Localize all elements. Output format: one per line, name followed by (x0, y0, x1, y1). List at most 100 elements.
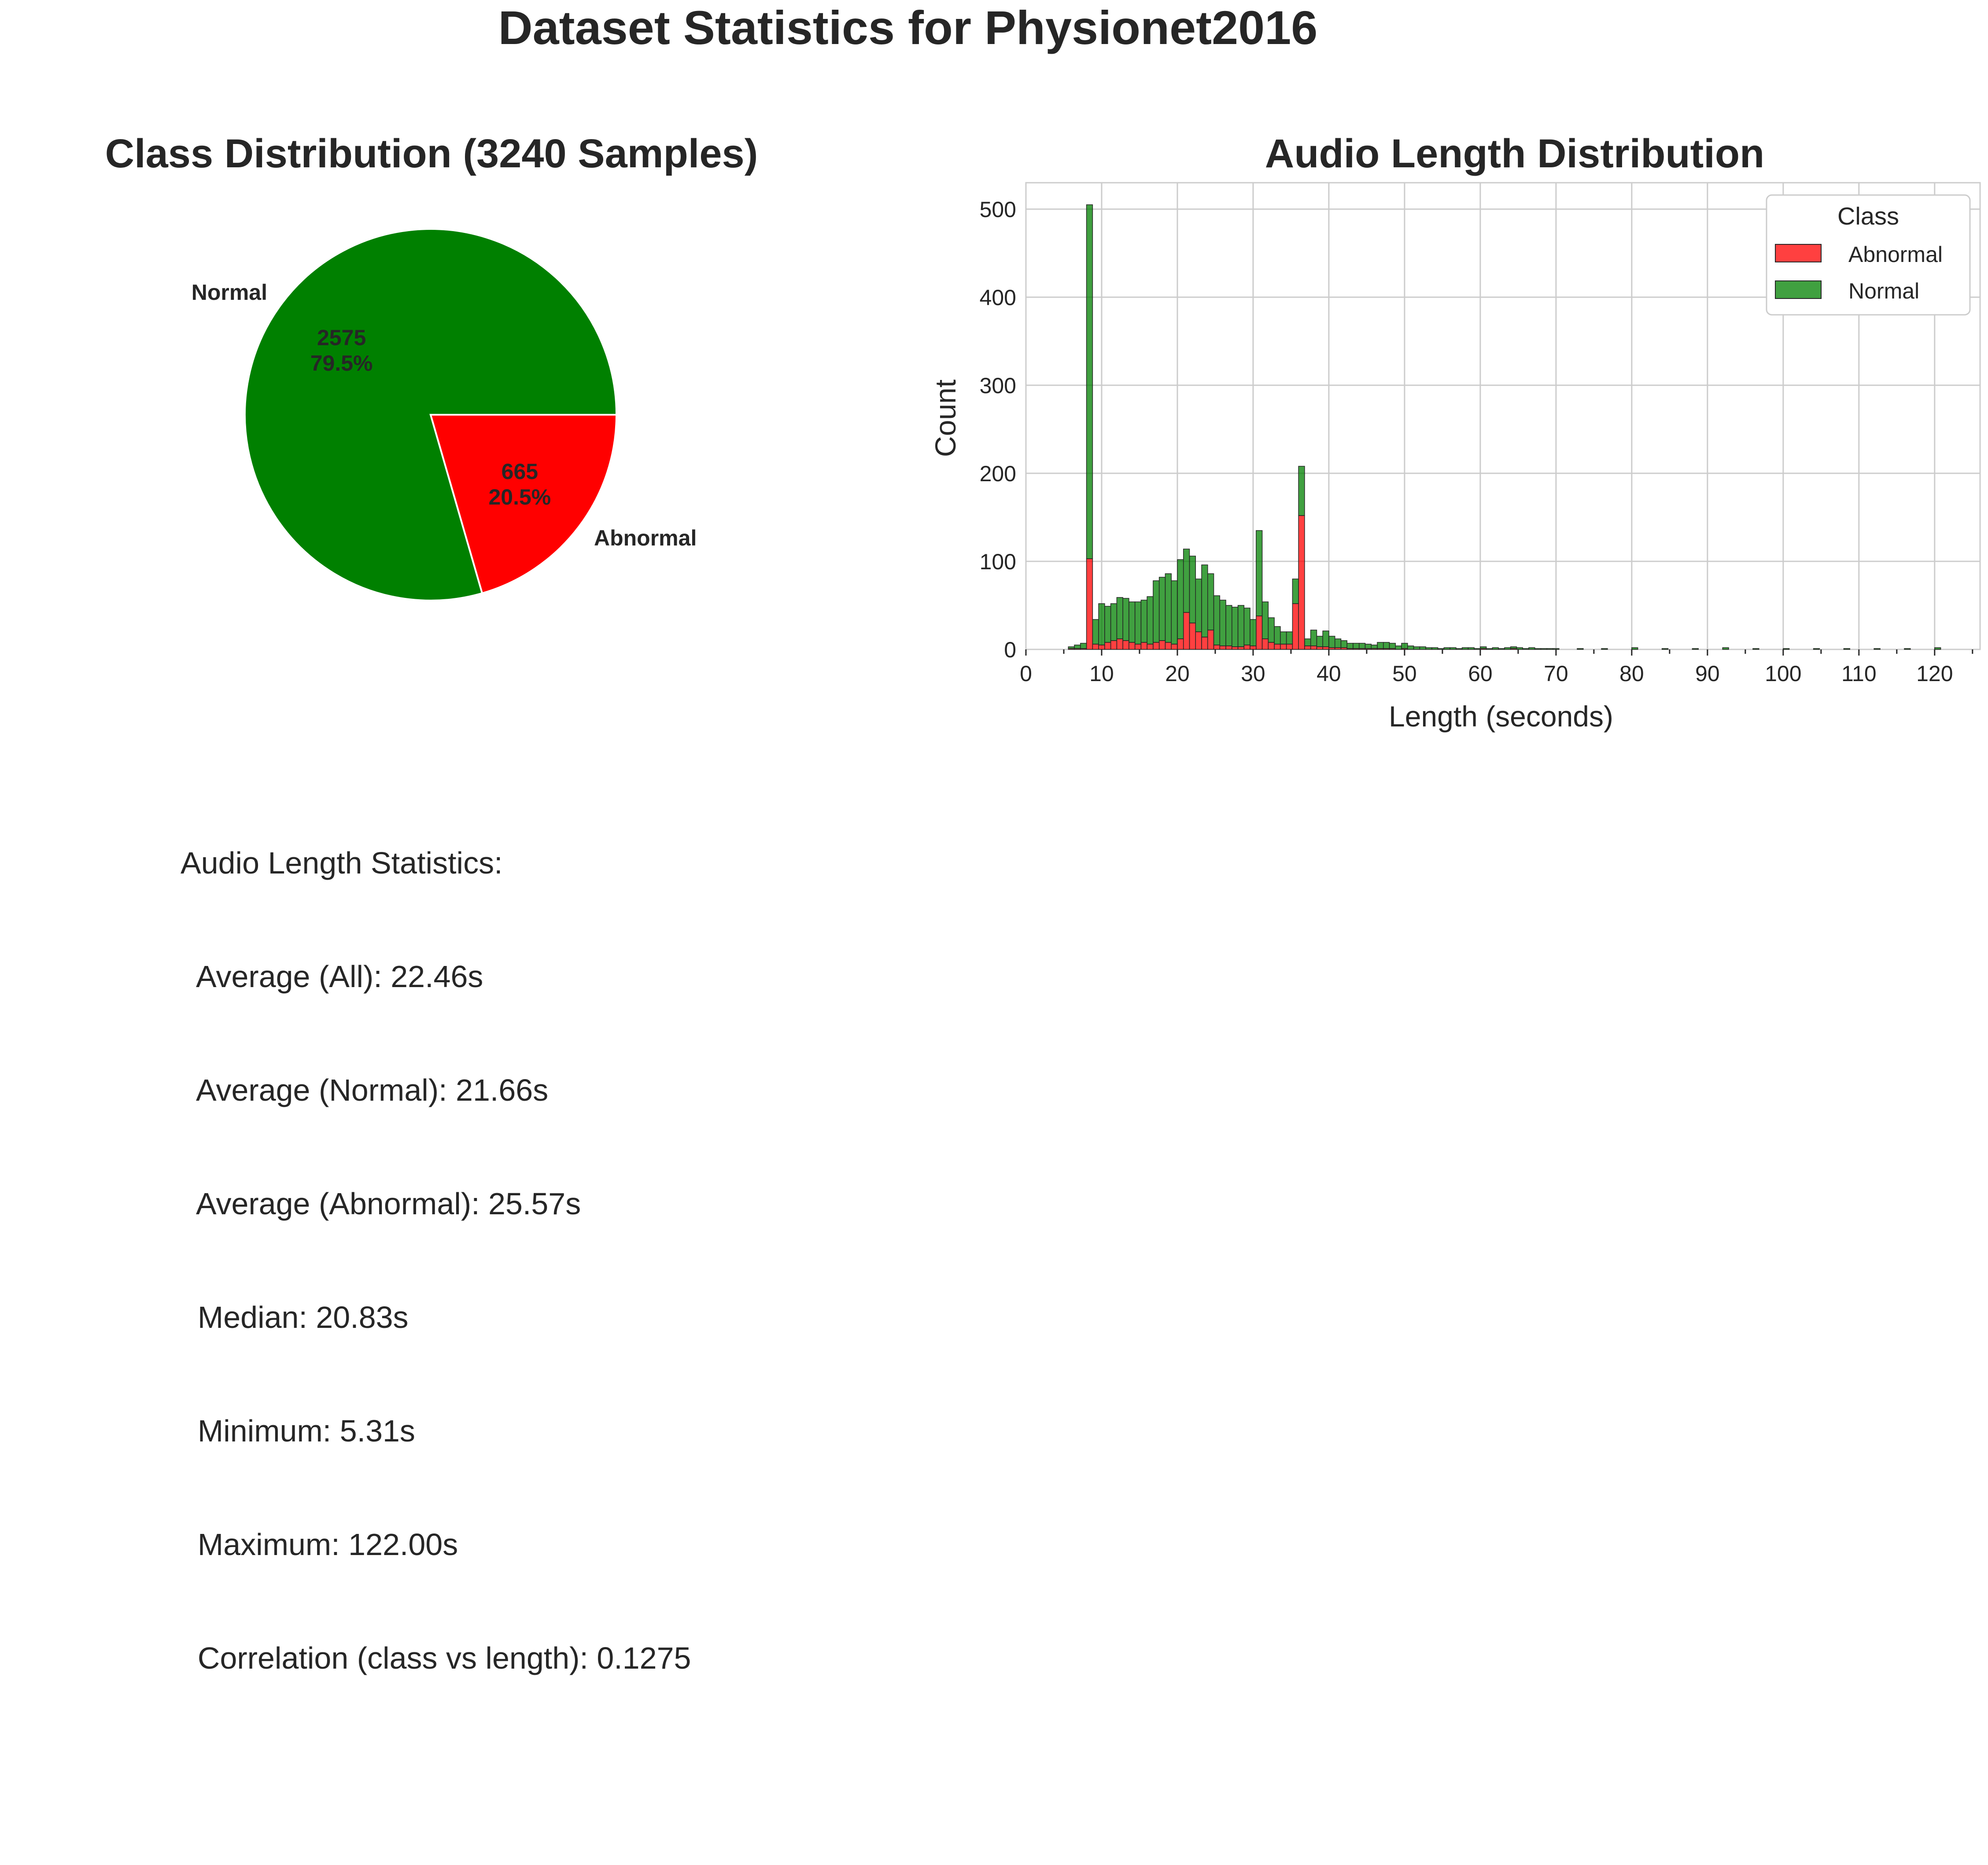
histogram-bar-abnormal (1213, 645, 1221, 650)
stats-line-average-all: Average (All): 22.46s (181, 959, 483, 994)
histogram-bar-normal (1346, 643, 1354, 649)
histogram-bar-abnormal (1322, 646, 1329, 650)
x-tick-label: 60 (1468, 661, 1493, 686)
histogram-bar-normal (1274, 626, 1281, 645)
histogram-bar-normal (1425, 647, 1432, 650)
histogram-bar-abnormal (1274, 644, 1281, 650)
histogram-bar-normal (1407, 645, 1414, 650)
histogram-bar-normal (1310, 630, 1317, 646)
histogram-bar-abnormal (1237, 646, 1245, 650)
histogram-bar-abnormal (1098, 645, 1105, 650)
legend-swatch-abnormal (1775, 244, 1822, 262)
histogram-bar-normal (1722, 647, 1729, 650)
histogram-bar-normal (1237, 605, 1245, 647)
histogram-bar-normal (1140, 600, 1147, 643)
y-tick-label: 300 (980, 373, 1016, 398)
histogram-bar-normal (1129, 601, 1136, 643)
y-tick-label: 500 (980, 197, 1016, 222)
histogram-bar-normal (1377, 642, 1384, 649)
histogram-bar-normal (1431, 647, 1438, 650)
x-tick-label: 10 (1089, 661, 1114, 686)
histogram-bar-abnormal (1292, 603, 1299, 650)
histogram-bar-abnormal (1225, 645, 1232, 650)
histogram-bar-abnormal (1110, 640, 1118, 650)
histogram-bar-abnormal (1243, 645, 1250, 650)
histogram-bar-normal (1225, 605, 1232, 646)
histogram-bar-normal (1256, 530, 1263, 616)
x-tick-label: 50 (1392, 661, 1417, 686)
histogram-bar-abnormal (1165, 642, 1172, 650)
y-tick-label: 400 (980, 285, 1016, 310)
legend-title: Class (1837, 202, 1899, 230)
histogram-bar-normal (1268, 617, 1275, 643)
pie-slice-abnormal (429, 414, 618, 594)
histogram-bar-normal (1207, 573, 1214, 630)
histogram-bar-normal (1304, 638, 1311, 646)
histogram-bar-abnormal (1316, 646, 1323, 650)
stats-line-average-normal: Average (Normal): 21.66s (181, 1073, 549, 1107)
x-tick-label: 40 (1317, 661, 1341, 686)
histogram-bar-abnormal (1195, 631, 1202, 650)
y-tick-label: 0 (1004, 638, 1016, 662)
x-axis-label: Length (seconds) (1389, 700, 1613, 733)
histogram-bar-normal (1365, 644, 1372, 649)
histogram-bar-abnormal (1207, 630, 1214, 650)
histogram-bar-abnormal (1304, 645, 1311, 650)
histogram-bar-normal (1232, 607, 1239, 647)
x-tick-label: 30 (1241, 661, 1265, 686)
histogram-bar-normal (1280, 631, 1287, 645)
histogram-bar-normal (1504, 647, 1511, 650)
histogram-chart: Audio Length Distribution 0 10 20 30 40 50 60 7… (929, 131, 1981, 733)
histogram-bar-normal (1147, 596, 1154, 645)
histogram-bar-abnormal (1129, 642, 1136, 650)
histogram-bar-abnormal (1261, 638, 1269, 650)
histogram-bar-normal (1165, 573, 1172, 643)
histogram-bar-normal (1074, 645, 1081, 649)
y-tick-label: 100 (980, 549, 1016, 574)
histogram-bar-normal (1516, 647, 1523, 650)
histogram-bar-normal (1316, 636, 1323, 647)
stats-line-median: Median: 20.83s (181, 1300, 409, 1334)
histogram-bar-abnormal (1232, 646, 1239, 650)
histogram-bar-normal (1510, 646, 1517, 649)
figure-title: Dataset Statistics for Physionet2016 (498, 1, 1318, 54)
histogram-bar-normal (1158, 577, 1166, 641)
histogram-bar-normal (1298, 466, 1305, 516)
histogram-bar-normal (1468, 647, 1475, 650)
histogram-bar-abnormal (1158, 640, 1166, 650)
histogram-bar-abnormal (1298, 515, 1305, 650)
pie-count-abnormal: 665 (502, 459, 538, 484)
y-axis-label: Count (929, 380, 962, 457)
histogram-bar-normal (1389, 643, 1396, 649)
histogram-bar-abnormal (1286, 644, 1293, 650)
x-tick-label: 80 (1619, 661, 1644, 686)
pie-slices (244, 228, 618, 602)
histogram-bar-normal (1395, 645, 1402, 650)
x-tick-label: 100 (1765, 661, 1801, 686)
histogram-bar-normal (1250, 619, 1257, 646)
histogram-bar-normal (1261, 601, 1269, 639)
audio-length-statistics: Audio Length Statistics: Average (All): … (181, 768, 691, 1715)
histogram-bar-normal (1116, 597, 1123, 639)
histogram-bar-normal (1292, 579, 1299, 604)
histogram-bar-normal (1213, 595, 1221, 645)
histogram-bar-normal (1080, 643, 1087, 649)
histogram-bar-normal (1322, 630, 1329, 647)
histogram-bar-normal (1134, 601, 1142, 645)
histogram-bar-normal (1068, 646, 1075, 649)
x-tick-label: 0 (1020, 661, 1032, 686)
histogram-bar-abnormal (1171, 644, 1178, 650)
histogram-bar-abnormal (1116, 638, 1123, 650)
histogram-bar-normal (1413, 646, 1420, 650)
stats-line-maximum: Maximum: 122.00s (181, 1527, 458, 1562)
histogram-bar-normal (1183, 549, 1190, 613)
histogram-bar-normal (1104, 606, 1111, 643)
pie-label-abnormal: Abnormal (594, 526, 697, 550)
histogram-bar-abnormal (1134, 644, 1142, 650)
y-tick-label: 200 (980, 461, 1016, 486)
histogram-bar-normal (1443, 647, 1450, 650)
histogram-bar-abnormal (1122, 640, 1129, 650)
histogram-bar-abnormal (1147, 644, 1154, 650)
